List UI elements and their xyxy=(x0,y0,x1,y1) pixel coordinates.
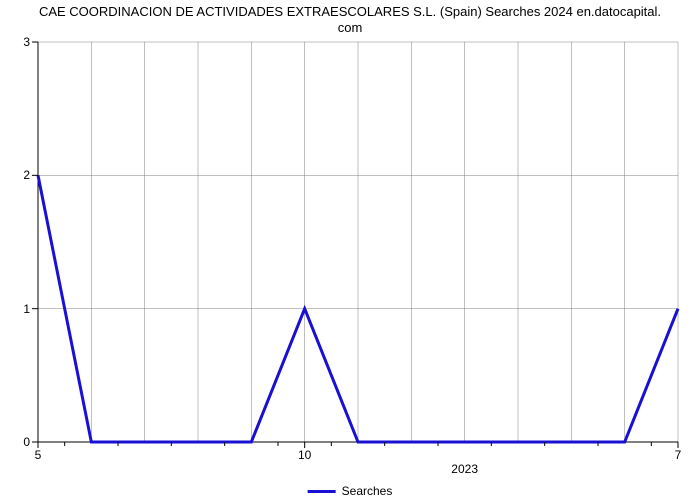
legend-label: Searches xyxy=(342,484,393,498)
ticks-group xyxy=(32,42,678,448)
ytick-label: 2 xyxy=(4,168,30,182)
legend-swatch xyxy=(308,490,336,493)
x-axis-label: 2023 xyxy=(451,462,478,476)
xtick-label: 7 xyxy=(675,448,682,462)
xtick-label: 5 xyxy=(35,448,42,462)
ytick-label: 0 xyxy=(4,435,30,449)
plot-region xyxy=(38,42,678,442)
legend: Searches xyxy=(308,484,393,498)
ytick-label: 3 xyxy=(4,35,30,49)
chart-title: CAE COORDINACION DE ACTIVIDADES EXTRAESC… xyxy=(0,0,700,35)
xtick-label: 10 xyxy=(298,448,311,462)
plot-svg xyxy=(38,42,678,442)
chart-title-line2: com xyxy=(338,20,363,35)
grid-group xyxy=(38,42,678,442)
chart-title-line1: CAE COORDINACION DE ACTIVIDADES EXTRAESC… xyxy=(39,4,661,19)
ytick-label: 1 xyxy=(4,302,30,316)
chart-container: { "chart": { "type": "line", "title_line… xyxy=(0,0,700,500)
